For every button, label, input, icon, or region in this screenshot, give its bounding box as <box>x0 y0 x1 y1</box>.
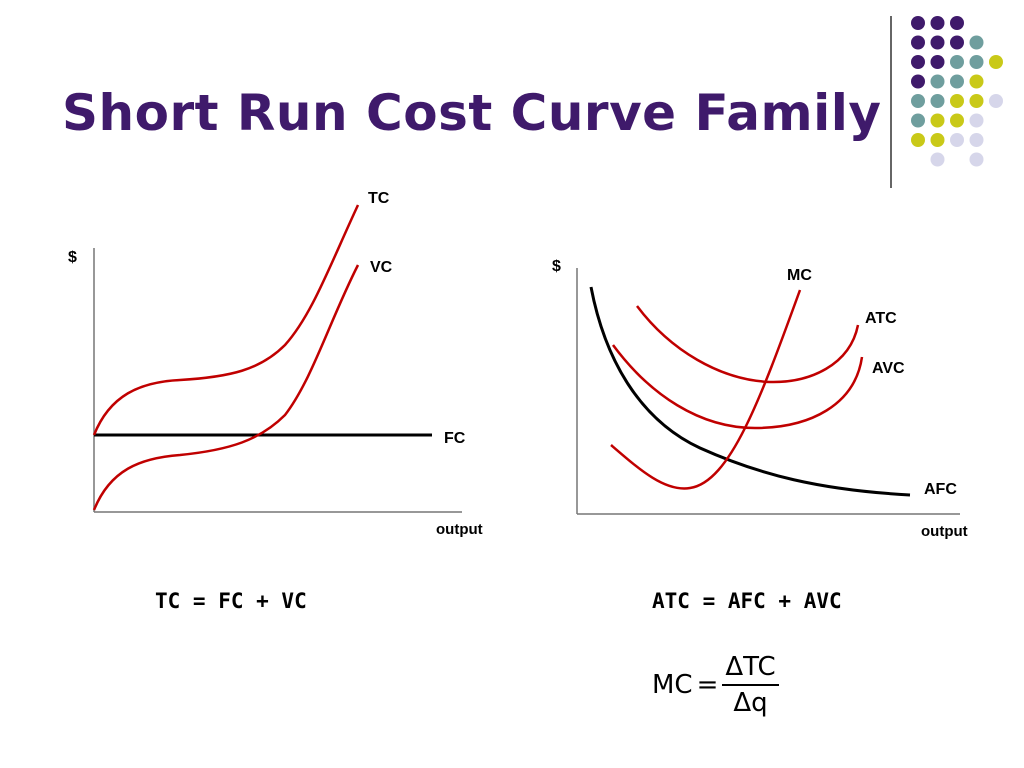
mc-curve <box>610 289 802 490</box>
left-graph: $ output TC VC FC <box>68 190 483 538</box>
total-cost-formula: TC = FC + VC <box>155 589 307 613</box>
page-title: Short Run Cost Curve Family <box>62 84 882 142</box>
mc-label: MC <box>787 267 812 284</box>
right-x-axis-label: output <box>921 523 968 540</box>
afc-curve <box>589 286 911 497</box>
mc-formula-lhs: MC <box>652 670 693 700</box>
tc-curve <box>92 204 360 436</box>
avc-label: AVC <box>872 360 905 377</box>
left-y-axis-label: $ <box>68 249 77 266</box>
right-graph: $ output MC ATC AVC AFC <box>552 258 968 540</box>
tc-label: TC <box>368 190 390 207</box>
vc-curve <box>92 264 360 511</box>
afc-label: AFC <box>924 481 957 498</box>
atc-curve <box>636 305 860 384</box>
title-divider <box>890 16 892 188</box>
mc-formula-equals: = <box>696 670 719 700</box>
marginal-cost-formula: MC = ΔTC Δq <box>652 652 779 718</box>
avc-curve <box>611 344 864 430</box>
right-y-axis-label: $ <box>552 258 561 275</box>
atc-label: ATC <box>865 310 897 327</box>
mc-formula-fraction: ΔTC Δq <box>722 652 779 718</box>
mc-formula-numerator: ΔTC <box>722 652 779 686</box>
vc-label: VC <box>370 259 393 276</box>
left-x-axis-label: output <box>436 521 483 538</box>
mc-formula-denominator: Δq <box>733 688 768 718</box>
average-cost-formula: ATC = AFC + AVC <box>652 589 842 613</box>
fc-label: FC <box>444 430 466 447</box>
